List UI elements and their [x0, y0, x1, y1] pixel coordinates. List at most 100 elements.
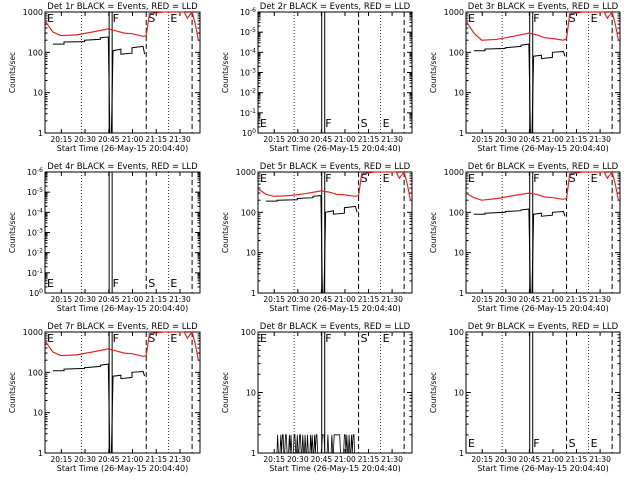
y-tick-label: 10-1 [240, 108, 256, 118]
y-tick-label: 100 [241, 328, 256, 337]
x-axis-label: Start Time (26-May-15 20:04:40) [477, 144, 608, 153]
marker-label: S [569, 12, 576, 25]
y-axis-label: Counts/sec [221, 52, 230, 93]
marker-label: E [260, 332, 267, 345]
x-tick-label: 21:00 [334, 135, 356, 144]
x-tick-label: 20:30 [287, 295, 309, 304]
y-tick-label: 10-4 [240, 47, 256, 57]
marker-label: E [591, 437, 598, 450]
y-tick-label: 10 [33, 409, 43, 418]
y-tick-label: 10-2 [27, 248, 43, 258]
x-tick-label: 21:15 [145, 295, 167, 304]
x-axis-label: Start Time (26-May-15 20:04:40) [269, 304, 400, 313]
x-tick-label: 20:30 [74, 135, 96, 144]
y-tick-label: 100 [449, 208, 464, 217]
events-series [473, 208, 566, 294]
x-tick-label: 20:30 [495, 135, 517, 144]
x-tick-label: 20:15 [51, 295, 73, 304]
marker-label: E [47, 277, 54, 290]
x-axis-label: Start Time (26-May-15 20:04:40) [57, 464, 188, 473]
x-tick-label: 21:15 [358, 455, 380, 464]
events-series [276, 434, 356, 454]
y-tick-label: 10 [454, 389, 464, 398]
y-tick-label: 10 [33, 89, 43, 98]
x-tick-label: 21:30 [169, 295, 191, 304]
y-tick-label: 10-6 [240, 7, 256, 17]
y-tick-label: 10 [246, 249, 256, 258]
y-tick-label: 1000 [23, 8, 43, 17]
x-axis-label: Start Time (26-May-15 20:04:40) [269, 144, 400, 153]
y-tick-label: 1 [251, 289, 256, 298]
events-series [52, 36, 146, 134]
x-tick-label: 21:00 [334, 455, 356, 464]
x-tick-label: 20:15 [263, 135, 285, 144]
marker-label: F [113, 12, 119, 25]
panel-title: Det 2r BLACK = Events, RED = LLD [260, 2, 411, 12]
x-tick-label: 21:15 [566, 295, 588, 304]
x-tick-label: 21:15 [145, 455, 167, 464]
x-tick-label: 20:30 [495, 455, 517, 464]
x-tick-label: 21:15 [566, 455, 588, 464]
marker-label: F [533, 172, 539, 185]
panel-title: Det 8r BLACK = Events, RED = LLD [260, 322, 411, 332]
marker-label: E [47, 332, 54, 345]
y-axis-label: Counts/sec [221, 372, 230, 413]
x-axis-label: Start Time (26-May-15 20:04:40) [269, 464, 400, 473]
panel-title: Det 9r BLACK = Events, RED = LLD [468, 322, 619, 332]
marker-label: E [170, 12, 177, 25]
y-tick-label: 1 [251, 449, 256, 458]
x-axis-label: Start Time (26-May-15 20:04:40) [477, 464, 608, 473]
marker-label: S [569, 172, 576, 185]
x-tick-label: 21:30 [169, 455, 191, 464]
panel-det-2: Det 2r BLACK = Events, RED = LLD 100 10-1 1… [221, 2, 413, 153]
marker-label: S [569, 437, 576, 450]
y-axis-label: Counts/sec [8, 372, 17, 413]
panel-title: Det 5r BLACK = Events, RED = LLD [260, 162, 411, 172]
marker-label: E [468, 12, 475, 25]
marker-label: E [383, 332, 390, 345]
lld-series [44, 330, 199, 361]
marker-label: E [170, 277, 177, 290]
marker-label: S [361, 332, 368, 345]
y-axis-label: Counts/sec [221, 212, 230, 253]
y-tick-label: 10-5 [27, 187, 43, 197]
marker-label: S [361, 117, 368, 130]
x-tick-label: 20:45 [98, 455, 120, 464]
y-tick-label: 1 [459, 129, 464, 138]
marker-label: E [260, 172, 267, 185]
x-tick-label: 21:15 [145, 135, 167, 144]
marker-label: E [591, 12, 598, 25]
x-tick-label: 21:00 [334, 295, 356, 304]
panel-title: Det 6r BLACK = Events, RED = LLD [468, 162, 619, 172]
x-tick-label: 20:45 [519, 455, 541, 464]
panel-title: Det 1r BLACK = Events, RED = LLD [47, 2, 198, 12]
marker-label: S [148, 12, 155, 25]
x-tick-label: 21:00 [542, 455, 564, 464]
x-tick-label: 20:45 [519, 295, 541, 304]
x-tick-label: 20:45 [311, 135, 333, 144]
x-tick-label: 21:00 [122, 455, 144, 464]
y-tick-label: 100 [241, 208, 256, 217]
x-tick-label: 20:15 [51, 135, 73, 144]
x-axis-label: Start Time (26-May-15 20:04:40) [477, 304, 608, 313]
y-tick-label: 100 [29, 288, 43, 298]
marker-label: E [170, 332, 177, 345]
panel-det-7: Det 7r BLACK = Events, RED = LLD 1 10 100 10… [8, 322, 201, 473]
x-tick-label: 21:30 [589, 295, 611, 304]
panel-title: Det 3r BLACK = Events, RED = LLD [468, 2, 619, 12]
y-tick-label: 1000 [236, 168, 256, 177]
marker-label: E [260, 117, 267, 130]
y-tick-label: 1 [459, 449, 464, 458]
lld-series [465, 10, 619, 41]
x-tick-label: 20:15 [471, 135, 493, 144]
x-tick-label: 21:30 [381, 455, 403, 464]
x-tick-label: 20:30 [287, 135, 309, 144]
marker-label: F [325, 172, 331, 185]
panel-det-6: Det 6r BLACK = Events, RED = LLD 1 10 100 10… [429, 162, 621, 313]
y-tick-label: 10 [246, 389, 256, 398]
panel-det-8: Det 8r BLACK = Events, RED = LLD 1 10 100 Co… [221, 322, 413, 473]
marker-label: F [325, 117, 331, 130]
x-tick-label: 21:30 [589, 455, 611, 464]
